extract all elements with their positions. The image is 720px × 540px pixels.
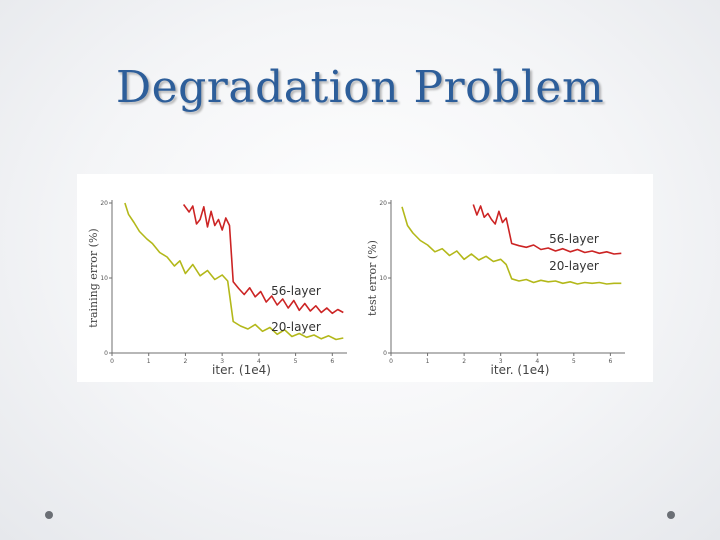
chart-2-series-56-layer-line — [472, 204, 622, 255]
chart-1-x-tick-label: 0 — [110, 358, 114, 365]
chart-1-x-tick-label: 4 — [257, 358, 261, 365]
chart-2-series-label-56-layer: 56-layer — [549, 232, 599, 246]
slide-title: Degradation Problem — [115, 62, 605, 113]
chart-1-series-56-layer-line — [182, 204, 344, 315]
chart-1-y-axis-label: training error (%) — [87, 228, 100, 327]
chart-2-y-tick-label: 20 — [379, 200, 387, 207]
chart-2-x-tick-label: 3 — [499, 358, 503, 365]
chart-1-series-label-20-layer: 20-layer — [271, 320, 321, 334]
chart-1-x-tick-label: 2 — [184, 358, 188, 365]
chart-1-series-label-56-layer: 56-layer — [271, 284, 321, 298]
chart-1-x-tick-label: 6 — [330, 358, 334, 365]
chart-2-x-axis-label: iter. (1e4) — [491, 363, 550, 377]
chart-2-x-tick-label: 6 — [608, 358, 612, 365]
chart-2-x-tick-label: 5 — [572, 358, 576, 365]
chart-2-series-20-layer-line — [401, 206, 622, 285]
chart-1-x-tick-label: 3 — [220, 358, 224, 365]
chart-2-series-label-20-layer: 20-layer — [549, 259, 599, 273]
chart-1-x-tick-label: 1 — [147, 358, 151, 365]
chart-1-y-tick-label: 20 — [100, 200, 108, 207]
chart-2-x-tick-label: 4 — [535, 358, 539, 365]
chart-1-x-tick-label: 5 — [294, 358, 298, 365]
chart-1-y-tick-label: 0 — [104, 350, 108, 357]
chart-2-x-tick-label: 2 — [462, 358, 466, 365]
chart-2-y-tick-label: 0 — [383, 350, 387, 357]
footer-dot-left — [45, 511, 53, 519]
chart-1-x-axis-label: iter. (1e4) — [212, 363, 271, 377]
chart-2-x-tick-label: 0 — [389, 358, 393, 365]
chart-2-y-tick-label: 10 — [379, 275, 387, 282]
chart-panel: 0 1 2 3 4 5 6 0 10 20 iter. (1e4) training error (%… — [77, 174, 653, 382]
chart-1-series-20-layer-line — [124, 202, 344, 341]
chart-1-y-tick-label: 10 — [100, 275, 108, 282]
chart-2-x-tick-label: 1 — [426, 358, 430, 365]
chart-2-y-axis-label: test error (%) — [366, 240, 379, 316]
footer-dot-right — [667, 511, 675, 519]
